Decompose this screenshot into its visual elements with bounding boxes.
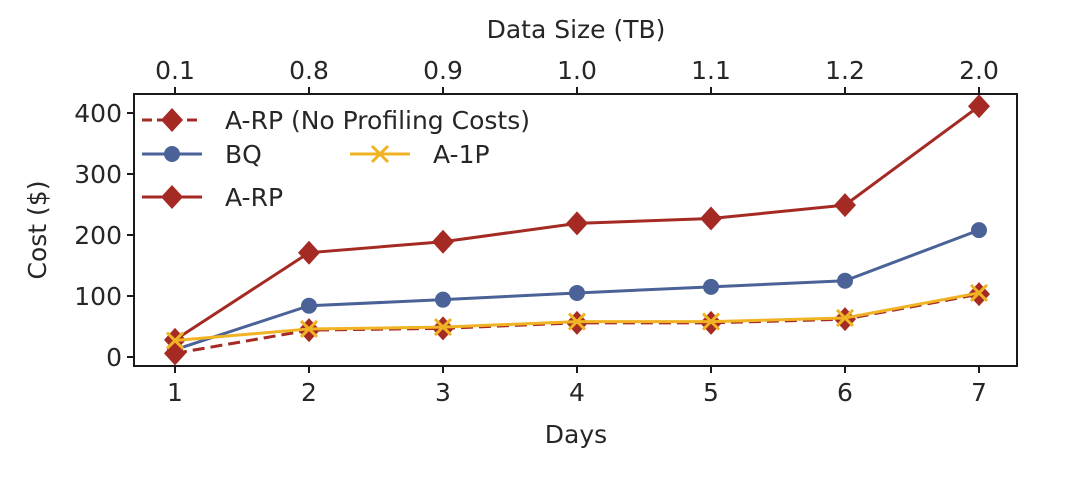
secondary-x-tick-label: 0.8	[289, 56, 329, 85]
legend-item-bq: BQ	[142, 140, 262, 169]
secondary-x-tick-label: 0.1	[155, 56, 195, 85]
x-tick-label: 2	[301, 378, 317, 407]
x-tick-label: 1	[167, 378, 183, 407]
legend: A-RP (No Profiling Costs) BQ A-1P A-RP	[142, 106, 530, 212]
data-point-a-1p	[969, 283, 989, 303]
y-tick-label: 300	[74, 160, 122, 189]
data-point-a-1p	[299, 319, 319, 339]
data-point-a-rp	[566, 211, 588, 236]
x-tick-label: 5	[703, 378, 719, 407]
data-point-a-rp	[834, 193, 856, 218]
series-bq	[167, 222, 987, 358]
data-point-bq	[435, 291, 451, 308]
data-point-bq	[569, 284, 585, 301]
diamond-marker-icon	[161, 108, 183, 132]
x-axis-title: Days	[545, 420, 607, 449]
y-tick-label: 0	[106, 343, 122, 372]
data-point-a-1p	[701, 312, 721, 331]
y-axis-title: Cost ($)	[23, 181, 52, 280]
secondary-x-tick-label: 1.0	[557, 56, 597, 85]
secondary-x-axis-title: Data Size (TB)	[487, 15, 666, 44]
legend-label-a-1p: A-1P	[433, 140, 490, 169]
x-tick-label: 6	[837, 378, 853, 407]
legend-item-a-rp: A-RP	[142, 183, 283, 212]
legend-item-a-1p: A-1P	[350, 140, 490, 169]
data-point-a-rp	[298, 240, 320, 265]
data-point-bq	[837, 272, 853, 289]
secondary-x-tick-label: 0.9	[423, 56, 463, 85]
diamond-marker-icon	[161, 185, 183, 209]
ticks-layer: 1 0.1 2 0.8 3 0.9 4 1.0 5 1.1 6 1.2 7 2.0 0 100 200 300 40…	[74, 56, 999, 407]
data-point-bq	[971, 222, 987, 239]
data-point-a-rp-no-profiling-costs	[164, 341, 186, 366]
data-point-a-1p	[567, 312, 587, 331]
x-tick-label: 7	[971, 378, 987, 407]
data-point-a-rp	[432, 229, 454, 254]
series-a-1p	[165, 283, 989, 350]
legend-label-bq: BQ	[225, 140, 262, 169]
data-point-a-1p	[165, 331, 185, 350]
data-point-a-1p	[835, 308, 855, 328]
data-point-bq	[301, 297, 317, 314]
y-tick-label: 100	[74, 282, 122, 311]
secondary-x-tick-label: 1.2	[825, 56, 865, 85]
legend-item-a-rp-no-profiling: A-RP (No Profiling Costs)	[142, 106, 530, 135]
x-tick-label: 4	[569, 378, 585, 407]
x-marker-icon	[370, 144, 390, 164]
series-a-rp	[164, 94, 990, 352]
data-point-a-rp	[968, 94, 990, 119]
y-tick-label: 400	[74, 99, 122, 128]
legend-label-a-rp-no-profiling: A-RP (No Profiling Costs)	[225, 106, 530, 135]
plot-area-frame	[133, 93, 1018, 367]
x-tick-label: 3	[435, 378, 451, 407]
y-tick-label: 200	[74, 221, 122, 250]
data-point-a-1p	[433, 318, 453, 337]
legend-label-a-rp: A-RP	[225, 183, 283, 212]
circle-marker-icon	[164, 146, 180, 162]
secondary-x-tick-label: 1.1	[691, 56, 731, 85]
series-layer	[164, 94, 990, 366]
data-point-a-rp	[700, 206, 722, 231]
data-point-bq	[703, 278, 719, 295]
secondary-x-tick-label: 2.0	[959, 56, 999, 85]
